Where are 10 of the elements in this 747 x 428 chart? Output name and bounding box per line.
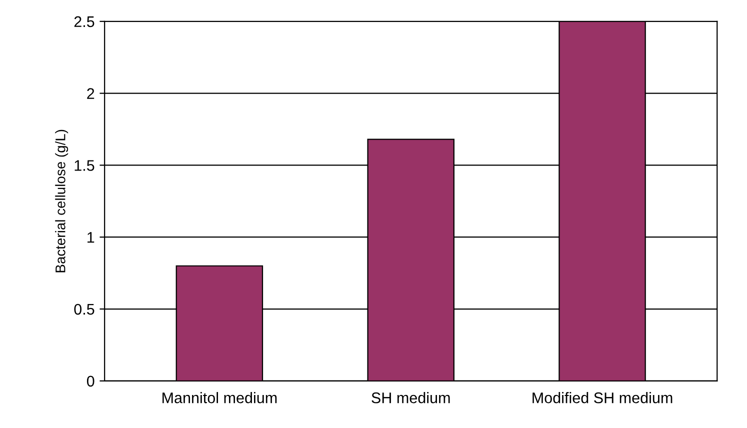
y-tick-label: 0.5 xyxy=(74,304,94,315)
x-tick-label: Mannitol medium xyxy=(162,392,277,404)
x-tick-label: Modified SH medium xyxy=(532,392,672,404)
y-tick-label: 2 xyxy=(87,88,94,99)
y-tick-label: 0 xyxy=(86,376,94,387)
y-axis-title: Bacterial cellulose (g/L) xyxy=(55,130,68,272)
y-tick-label: 2.5 xyxy=(74,16,94,28)
y-tick-label: 1.5 xyxy=(74,160,94,171)
x-tick-label: SH medium xyxy=(372,392,450,404)
y-tick-label: 1 xyxy=(88,232,94,243)
